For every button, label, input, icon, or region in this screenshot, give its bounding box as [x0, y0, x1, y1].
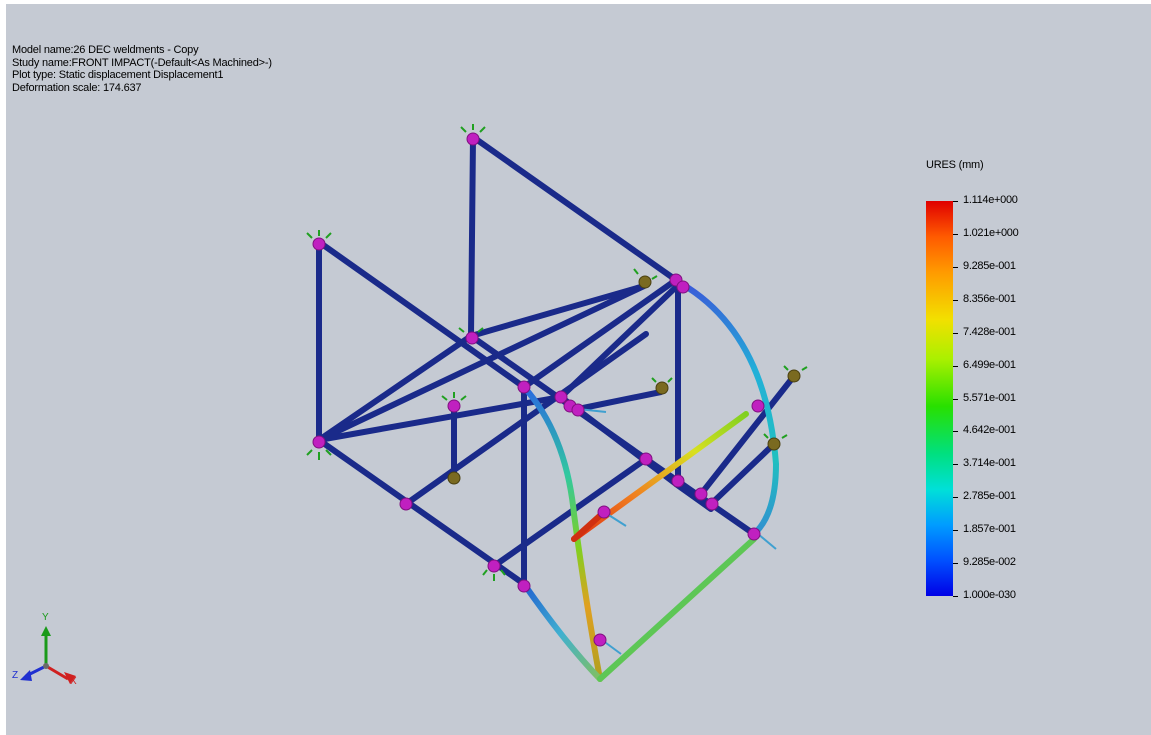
- legend-tick-label: 1.114e+000: [963, 194, 1018, 206]
- joint-sphere-icon[interactable]: [465, 331, 479, 345]
- fixed-support-icon[interactable]: [638, 275, 652, 289]
- legend-tick-label: 1.021e+000: [963, 227, 1019, 239]
- joint-sphere-icon[interactable]: [466, 132, 480, 146]
- frame-member[interactable]: [571, 411, 749, 542]
- joint-sphere-icon[interactable]: [447, 399, 461, 413]
- legend-tick-mark: [953, 366, 958, 367]
- legend-tick-label: 9.285e-001: [963, 260, 1016, 272]
- frame-member[interactable]: [571, 509, 607, 542]
- frame-member[interactable]: [597, 536, 757, 682]
- legend-tick-label: 9.285e-002: [963, 556, 1016, 568]
- frame-member[interactable]: [316, 333, 474, 443]
- joint-sphere-icon[interactable]: [571, 403, 585, 417]
- legend-tick-mark: [953, 497, 958, 498]
- frame-member[interactable]: [316, 437, 527, 587]
- joint-sphere-icon[interactable]: [312, 237, 326, 251]
- frame-member[interactable]: [491, 456, 649, 569]
- fixture-arrow-icon[interactable]: [306, 449, 332, 460]
- legend-tick-mark: [953, 234, 958, 235]
- frame-member[interactable]: [521, 581, 603, 682]
- weldment-frame-model[interactable]: [6, 4, 1151, 735]
- legend-title: URES (mm): [926, 159, 984, 171]
- deformed-members[interactable]: [521, 281, 780, 682]
- joint-sphere-icon[interactable]: [517, 380, 531, 394]
- frame-member[interactable]: [470, 134, 679, 283]
- joint-sphere-icon[interactable]: [639, 452, 653, 466]
- fixed-support-icon[interactable]: [655, 381, 669, 395]
- legend-tick-label: 7.428e-001: [963, 326, 1016, 338]
- legend-tick-mark: [953, 596, 958, 597]
- legend-tick-mark: [953, 201, 958, 202]
- fixture-arrow-icon[interactable]: [651, 377, 673, 383]
- study-info-block: Model name:26 DEC weldments - Copy Study…: [12, 44, 272, 94]
- fixture-arrow-icon[interactable]: [460, 124, 486, 133]
- joint-sphere-icon[interactable]: [705, 497, 719, 511]
- joint-sphere-icon[interactable]: [747, 527, 761, 541]
- legend-color-bar: [926, 201, 953, 596]
- model-name-text: Model name:26 DEC weldments - Copy: [12, 44, 199, 56]
- member-stub: [757, 533, 777, 550]
- legend-tick-mark: [953, 563, 958, 564]
- fixture-arrow-icon[interactable]: [441, 392, 467, 401]
- legend-tick-mark: [953, 399, 958, 400]
- fixture-arrow-icon[interactable]: [306, 230, 332, 239]
- legend-tick-label: 4.642e-001: [963, 424, 1016, 436]
- study-name-text: Study name:FRONT IMPACT(-Default<As Mach…: [12, 56, 272, 69]
- joints: [312, 132, 765, 647]
- fixed-supports: [447, 275, 801, 485]
- frame-member[interactable]: [316, 283, 647, 443]
- graphics-viewport[interactable]: Model name:26 DEC weldments - Copy Study…: [6, 4, 1151, 735]
- joint-sphere-icon[interactable]: [694, 487, 708, 501]
- frame-member[interactable]: [316, 394, 564, 443]
- legend-tick-label: 5.571e-001: [963, 392, 1016, 404]
- plot-type-text: Plot type: Static displacement Displacem…: [12, 69, 224, 81]
- fixed-support-icon[interactable]: [447, 471, 461, 485]
- joint-sphere-icon[interactable]: [517, 579, 531, 593]
- fixed-support-icon[interactable]: [767, 437, 781, 451]
- frame-member[interactable]: [575, 389, 664, 412]
- joint-sphere-icon[interactable]: [554, 390, 568, 404]
- legend-tick-label: 1.857e-001: [963, 523, 1016, 535]
- frame-member[interactable]: [316, 239, 527, 390]
- joint-sphere-icon[interactable]: [312, 435, 326, 449]
- frame-member[interactable]: [673, 481, 714, 512]
- frame-member[interactable]: [698, 373, 797, 497]
- legend-tick-mark: [953, 431, 958, 432]
- frame-member[interactable]: [558, 284, 679, 400]
- joint-sphere-icon[interactable]: [399, 497, 413, 511]
- frame-member[interactable]: [468, 134, 476, 339]
- frame-member[interactable]: [403, 331, 649, 507]
- fixtures: [306, 124, 808, 581]
- legend-tick-label: 6.499e-001: [963, 359, 1016, 371]
- legend-tick-mark: [953, 530, 958, 531]
- joint-sphere-icon[interactable]: [597, 505, 611, 519]
- legend-tick-label: 8.356e-001: [963, 293, 1016, 305]
- legend-tick-mark: [953, 464, 958, 465]
- joint-sphere-icon[interactable]: [671, 474, 685, 488]
- frame-member[interactable]: [521, 277, 679, 390]
- fixture-arrow-icon[interactable]: [783, 365, 808, 371]
- frame-member[interactable]: [468, 283, 647, 339]
- fixture-arrow-icon[interactable]: [763, 433, 788, 439]
- frame-member[interactable]: [679, 281, 780, 537]
- joint-sphere-icon[interactable]: [487, 559, 501, 573]
- frame-member[interactable]: [521, 384, 603, 682]
- legend-tick-mark: [953, 333, 958, 334]
- fixed-support-icon[interactable]: [787, 369, 801, 383]
- fixture-arrow-icon[interactable]: [458, 327, 484, 333]
- legend-tick-label: 2.785e-001: [963, 490, 1016, 502]
- fixture-arrow-icon[interactable]: [482, 569, 506, 581]
- frame-members[interactable]: [316, 134, 797, 587]
- joint-sphere-icon[interactable]: [593, 633, 607, 647]
- deformation-scale-text: Deformation scale: 174.637: [12, 81, 142, 94]
- fixture-arrow-icon[interactable]: [633, 268, 658, 280]
- legend-tick-label: 3.714e-001: [963, 457, 1016, 469]
- legend-tick-mark: [953, 300, 958, 301]
- legend-tick-label: 1.000e-030: [963, 589, 1016, 601]
- joint-sphere-icon[interactable]: [751, 399, 765, 413]
- frame-member[interactable]: [708, 441, 777, 507]
- legend-tick-mark: [953, 267, 958, 268]
- joint-sphere-icon[interactable]: [676, 280, 690, 294]
